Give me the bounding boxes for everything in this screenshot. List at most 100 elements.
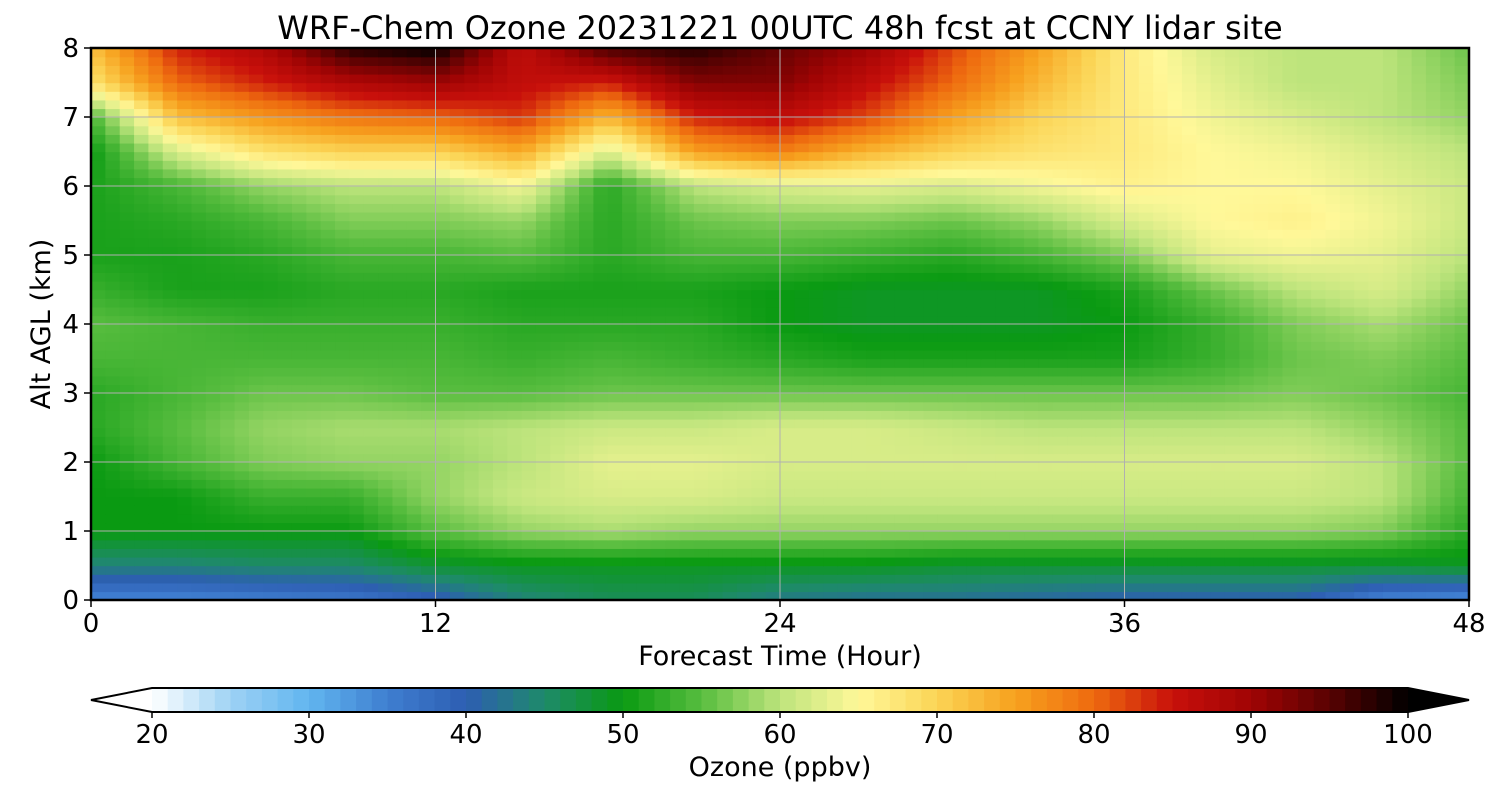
heatmap-cell (808, 427, 824, 437)
heatmap-cell (1081, 177, 1097, 187)
heatmap-cell (378, 375, 394, 386)
heatmap-cell (1354, 177, 1370, 187)
heatmap-cell (263, 194, 279, 204)
heatmap-cell (693, 255, 709, 265)
heatmap-cell (1397, 324, 1413, 334)
heatmap-cell (335, 401, 351, 411)
heatmap-cell (564, 401, 580, 411)
heatmap-cell (665, 280, 681, 291)
heatmap-cell (234, 255, 250, 265)
heatmap-cell (1024, 160, 1040, 170)
heatmap-cell (177, 315, 193, 325)
heatmap-cell (622, 246, 638, 256)
heatmap-cell (248, 582, 264, 593)
heatmap-cell (1181, 298, 1197, 308)
heatmap-cell (909, 505, 925, 515)
heatmap-cell (1296, 591, 1312, 600)
heatmap-cell (866, 479, 882, 489)
heatmap-cell (808, 548, 824, 558)
heatmap-cell (277, 332, 293, 342)
heatmap-cell (105, 341, 121, 351)
heatmap-cell (464, 591, 480, 600)
heatmap-cell (91, 410, 107, 420)
heatmap-cell (1038, 548, 1054, 558)
heatmap-cell (234, 513, 250, 524)
heatmap-cell (492, 367, 508, 377)
heatmap-cell (234, 177, 250, 187)
heatmap-cell (1296, 341, 1312, 351)
heatmap-cell (1224, 462, 1241, 472)
heatmap-cell (837, 358, 853, 368)
heatmap-cell (1296, 229, 1312, 239)
heatmap-cell (880, 384, 896, 394)
heatmap-cell (335, 591, 351, 600)
heatmap-cell (1454, 255, 1469, 265)
heatmap-cell (909, 462, 925, 472)
heatmap-cell (1253, 272, 1269, 282)
heatmap-cell (507, 151, 523, 161)
heatmap-cell (521, 263, 537, 273)
heatmap-cell (421, 177, 437, 187)
heatmap-cell (148, 263, 164, 273)
heatmap-cell (134, 229, 150, 239)
heatmap-cell (220, 548, 236, 558)
heatmap-cell (751, 237, 767, 248)
heatmap-cell (851, 487, 867, 498)
heatmap-cell (1196, 539, 1212, 549)
heatmap-cell (1124, 341, 1140, 351)
heatmap-cell (521, 168, 537, 179)
heatmap-cell (1311, 513, 1327, 524)
heatmap-cell (851, 324, 867, 334)
heatmap-cell (1397, 410, 1413, 420)
heatmap-cell (234, 229, 250, 239)
heatmap-cell (550, 444, 566, 455)
heatmap-cell (378, 522, 394, 532)
heatmap-cell (1124, 160, 1140, 170)
heatmap-cell (521, 324, 537, 334)
heatmap-cell (1024, 582, 1040, 593)
heatmap-cell (177, 168, 193, 179)
heatmap-cell (234, 556, 250, 567)
heatmap-cell (1454, 220, 1469, 230)
heatmap-cell (866, 358, 882, 368)
heatmap-cell (478, 574, 494, 584)
heatmap-cell (134, 470, 150, 480)
heatmap-cell (622, 531, 638, 541)
heatmap-cell (851, 548, 867, 558)
heatmap-cell (1311, 160, 1327, 170)
heatmap-cell (1425, 160, 1441, 170)
heatmap-cell (1167, 505, 1183, 515)
heatmap-cell (823, 531, 839, 541)
heatmap-cell (708, 487, 724, 498)
heatmap-cell (392, 289, 408, 299)
heatmap-cell (995, 220, 1011, 230)
heatmap-cell (335, 453, 351, 463)
heatmap-cell (564, 272, 580, 282)
heatmap-cell (1339, 263, 1355, 273)
heatmap-cell (320, 194, 336, 204)
heatmap-cell (780, 427, 796, 437)
heatmap-cell (1196, 255, 1212, 265)
heatmap-cell (1325, 168, 1341, 179)
heatmap-cell (521, 393, 537, 403)
heatmap-cell (464, 539, 480, 549)
heatmap-cell (378, 315, 394, 325)
heatmap-cell (1440, 531, 1456, 541)
heatmap-cell (1181, 401, 1197, 411)
heatmap-cell (535, 203, 552, 213)
heatmap-cell (406, 427, 422, 437)
heatmap-cell (1325, 220, 1341, 230)
heatmap-cell (335, 436, 351, 446)
heatmap-cell (1196, 591, 1212, 600)
heatmap-cell (421, 255, 437, 265)
heatmap-cell (923, 263, 939, 273)
heatmap-cell (851, 237, 867, 248)
heatmap-cell (1282, 211, 1298, 222)
heatmap-cell (449, 539, 465, 549)
heatmap-cell (191, 418, 207, 429)
heatmap-cell (421, 246, 437, 256)
heatmap-cell (937, 246, 953, 256)
heatmap-cell (1081, 229, 1097, 239)
heatmap-cell (1311, 375, 1327, 386)
heatmap-cell (579, 220, 595, 230)
